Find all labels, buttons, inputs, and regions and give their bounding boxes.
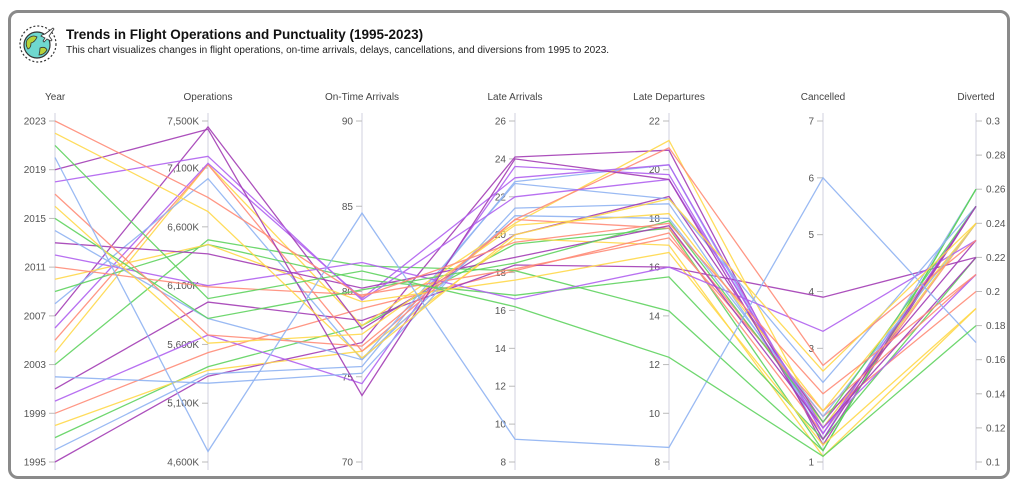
series-line-2006[interactable] — [54, 162, 977, 435]
tick-label: 22 — [495, 192, 507, 203]
tick-label: 18 — [649, 214, 661, 225]
tick-label: 18 — [495, 268, 507, 279]
tick-label: 0.24 — [986, 219, 1006, 230]
tick-label: 0.12 — [986, 423, 1006, 434]
tick-label: 0.18 — [986, 321, 1006, 332]
tick-label: 0.1 — [986, 458, 1000, 469]
chart-title: Trends in Flight Operations and Punctual… — [66, 27, 424, 42]
tick-label: 14 — [495, 344, 507, 355]
tick-label: 20 — [649, 165, 661, 176]
tick-label: 0.26 — [986, 185, 1006, 196]
tick-label: 12 — [495, 382, 507, 393]
tick-label: 85 — [342, 202, 354, 213]
tick-label: 0.16 — [986, 355, 1006, 366]
tick-label: 1995 — [24, 458, 47, 469]
axis-title: Diverted — [957, 92, 994, 103]
series-line-2015[interactable] — [54, 205, 977, 424]
tick-label: 10 — [495, 420, 507, 431]
tick-label: 7,500K — [167, 117, 199, 128]
axis-title: Cancelled — [801, 92, 845, 103]
series-line-2016[interactable] — [54, 205, 977, 412]
tick-label: 16 — [649, 263, 661, 274]
tick-label: 24 — [495, 154, 507, 165]
tick-label: 75 — [342, 372, 354, 383]
tick-label: 2007 — [24, 311, 47, 322]
tick-label: 6 — [808, 173, 814, 184]
axis-title: Year — [45, 92, 66, 103]
tick-label: 8 — [500, 458, 506, 469]
series-line-2001[interactable] — [54, 256, 977, 390]
axis-year: Year 1995 1999 2003 2007 2011 2015 2019 2023 — [24, 92, 66, 470]
tick-label: 7,100K — [167, 164, 199, 175]
series-line-2022[interactable] — [54, 132, 977, 373]
tick-label: 4,600K — [167, 458, 199, 469]
tick-label: 70 — [342, 458, 354, 469]
tick-label: 2011 — [24, 263, 46, 274]
series-line-2023[interactable] — [54, 120, 977, 395]
tick-label: 0.28 — [986, 151, 1006, 162]
series-line-2017[interactable] — [54, 146, 977, 367]
tick-label: 0.3 — [986, 117, 1000, 128]
tick-label: 5 — [808, 230, 814, 241]
tick-label: 0.14 — [986, 389, 1006, 400]
tick-label: 2023 — [24, 117, 47, 128]
tick-label: 1999 — [24, 409, 47, 420]
axis-title: Late Arrivals — [487, 92, 542, 103]
tick-label: 0.2 — [986, 287, 1000, 298]
axis-latedep: Late Departures 8 10 12 14 16 18 20 22 — [633, 92, 705, 470]
tick-label: 14 — [649, 311, 661, 322]
series-line-2003[interactable] — [54, 188, 977, 452]
tick-label: 2003 — [24, 360, 47, 371]
tick-label: 6,100K — [167, 281, 199, 292]
tick-label: 12 — [649, 360, 661, 371]
series-line-2019[interactable] — [54, 128, 977, 441]
tick-label: 6,600K — [167, 222, 199, 233]
tick-label: 2019 — [24, 165, 47, 176]
series-line-2012[interactable] — [54, 239, 977, 333]
tick-label: 26 — [495, 117, 507, 128]
axis-div: Diverted 0.1 0.12 0.14 0.16 0.18 0.2 0.22 0.24 0.… — [957, 92, 1006, 470]
series-line-2008[interactable] — [54, 177, 977, 384]
tick-label: 7 — [808, 117, 814, 128]
axis-title: Operations — [184, 92, 233, 103]
axis-ops: Operations4,600K5,100K5,600K6,100K6,600K… — [167, 92, 232, 470]
globe-airplane-logo-icon — [19, 25, 57, 63]
tick-label: 0.22 — [986, 253, 1006, 264]
axis-title: Late Departures — [633, 92, 705, 103]
series-line-2020[interactable] — [54, 157, 977, 453]
tick-label: 10 — [649, 409, 661, 420]
series-line-2018[interactable] — [54, 155, 977, 429]
series-line-2021[interactable] — [54, 144, 977, 458]
series-line-2010[interactable] — [54, 243, 977, 446]
tick-label: 4 — [808, 287, 814, 298]
tick-label: 90 — [342, 117, 354, 128]
tick-label: 8 — [654, 458, 660, 469]
tick-label: 16 — [495, 306, 507, 317]
chart-subtitle: This chart visualizes changes in flight … — [66, 45, 610, 56]
tick-label: 22 — [649, 117, 661, 128]
tick-label: 2015 — [24, 214, 47, 225]
axis-title: On-Time Arrivals — [325, 92, 399, 103]
tick-label: 1 — [808, 458, 814, 469]
